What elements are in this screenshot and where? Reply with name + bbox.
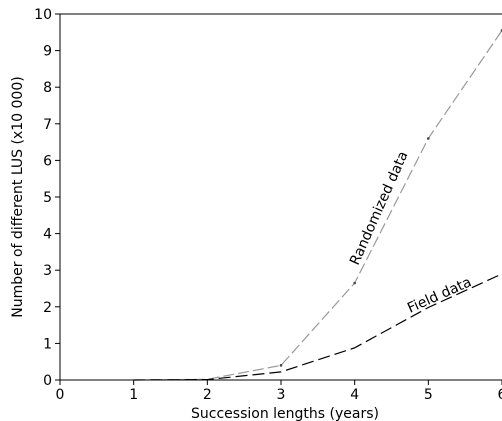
y-tick-label: 8 [43, 80, 52, 96]
y-tick-label: 3 [43, 263, 52, 279]
x-tick-label: 4 [350, 387, 359, 403]
y-axis-label: Number of different LUS (x10 000) [10, 76, 26, 317]
data-point [279, 364, 283, 367]
x-tick-label: 5 [424, 387, 433, 403]
y-tick-label: 2 [43, 300, 52, 316]
x-tick-label: 6 [498, 387, 502, 403]
data-point [427, 137, 430, 140]
y-tick-label: 10 [34, 7, 52, 23]
x-tick-label: 1 [129, 387, 138, 403]
y-axis-ticks: 0 1 2 3 4 5 6 7 8 9 10 [34, 7, 60, 389]
y-tick-label: 4 [43, 227, 52, 243]
y-tick-label: 5 [43, 190, 52, 206]
y-tick-label: 6 [43, 153, 52, 169]
series-label-randomized: Randomized data [347, 149, 412, 268]
x-axis-label: Succession lengths (years) [191, 406, 379, 421]
y-tick-label: 9 [43, 44, 52, 60]
y-tick-label: 1 [43, 336, 52, 352]
x-axis-ticks: 0 1 2 3 4 5 6 [56, 380, 502, 403]
series-line-randomized [133, 30, 502, 381]
y-tick-label: 0 [43, 373, 52, 389]
series-label-field: Field data [405, 274, 474, 316]
y-tick-label: 7 [43, 117, 52, 133]
x-tick-label: 3 [277, 387, 286, 403]
data-point [353, 281, 356, 285]
series-layer [133, 29, 502, 381]
x-tick-label: 2 [203, 387, 212, 403]
x-tick-label: 0 [56, 387, 65, 403]
